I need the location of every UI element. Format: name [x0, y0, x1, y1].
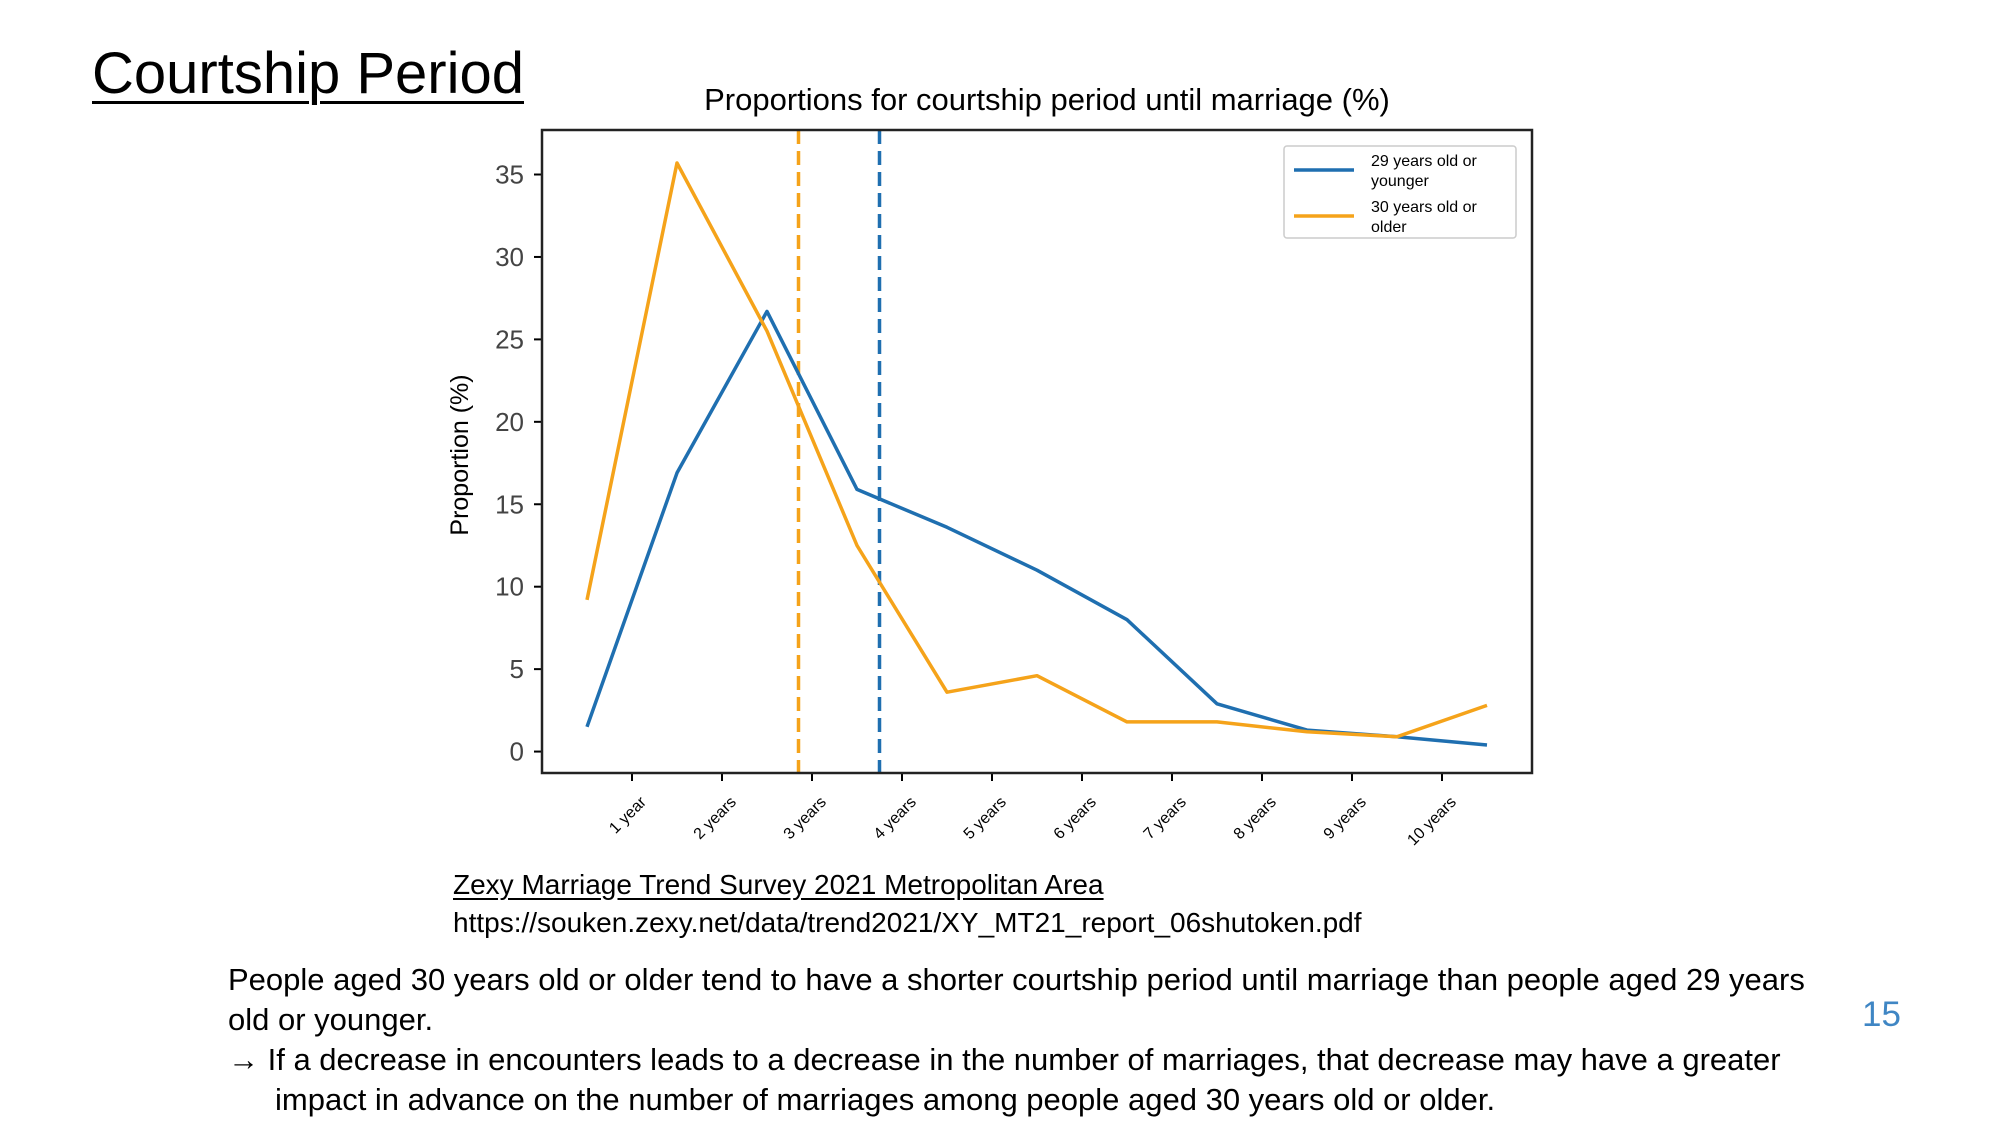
- x-tick-label: 1 year: [606, 793, 650, 837]
- y-tick-label: 5: [510, 654, 524, 684]
- implication-line: → If a decrease in encounters leads to a…: [228, 1042, 1781, 1117]
- source-name: Zexy Marriage Trend Survey 2021 Metropol…: [453, 869, 1104, 900]
- x-tick-label: 3 years: [781, 794, 830, 843]
- y-tick-label: 20: [495, 407, 524, 437]
- y-tick-label: 15: [495, 489, 524, 519]
- source-url: https://souken.zexy.net/data/trend2021/X…: [453, 907, 1362, 938]
- y-tick-label: 35: [495, 160, 524, 190]
- legend-label: 29 years old or younger: [1371, 153, 1478, 190]
- x-tick-label: 2 years: [691, 794, 740, 843]
- x-tick-label: 10 years: [1404, 794, 1459, 849]
- series-line: [585, 161, 1488, 739]
- series-line: [585, 309, 1488, 747]
- x-tick-label: 4 years: [871, 794, 920, 843]
- x-tick-label: 5 years: [961, 794, 1010, 843]
- x-tick-label: 6 years: [1051, 794, 1100, 843]
- summary-text: People aged 30 years old or older tend t…: [228, 960, 1848, 1120]
- y-tick-label: 30: [495, 242, 524, 272]
- line-chart: Proportions for courtship period until m…: [446, 82, 1534, 849]
- summary-line: People aged 30 years old or older tend t…: [228, 962, 1805, 1037]
- chart-legend: 29 years old or younger 30 years old or old…: [1283, 145, 1517, 239]
- y-tick-label: 25: [495, 324, 524, 354]
- x-tick-label: 8 years: [1231, 794, 1280, 843]
- chart-title: Proportions for courtship period until m…: [704, 82, 1390, 117]
- source-citation: Zexy Marriage Trend Survey 2021 Metropol…: [453, 866, 1362, 942]
- y-tick-label: 0: [510, 737, 524, 767]
- legend-label: 30 years old or older: [1371, 199, 1478, 236]
- y-tick-label: 10: [495, 572, 524, 602]
- page-number: 15: [1862, 995, 1901, 1034]
- slide-title: Courtship Period: [92, 41, 524, 106]
- x-tick-label: 7 years: [1141, 794, 1190, 843]
- y-axis-label: Proportion (%): [446, 374, 474, 535]
- plot-frame: [540, 128, 1534, 775]
- x-tick-label: 9 years: [1321, 794, 1370, 843]
